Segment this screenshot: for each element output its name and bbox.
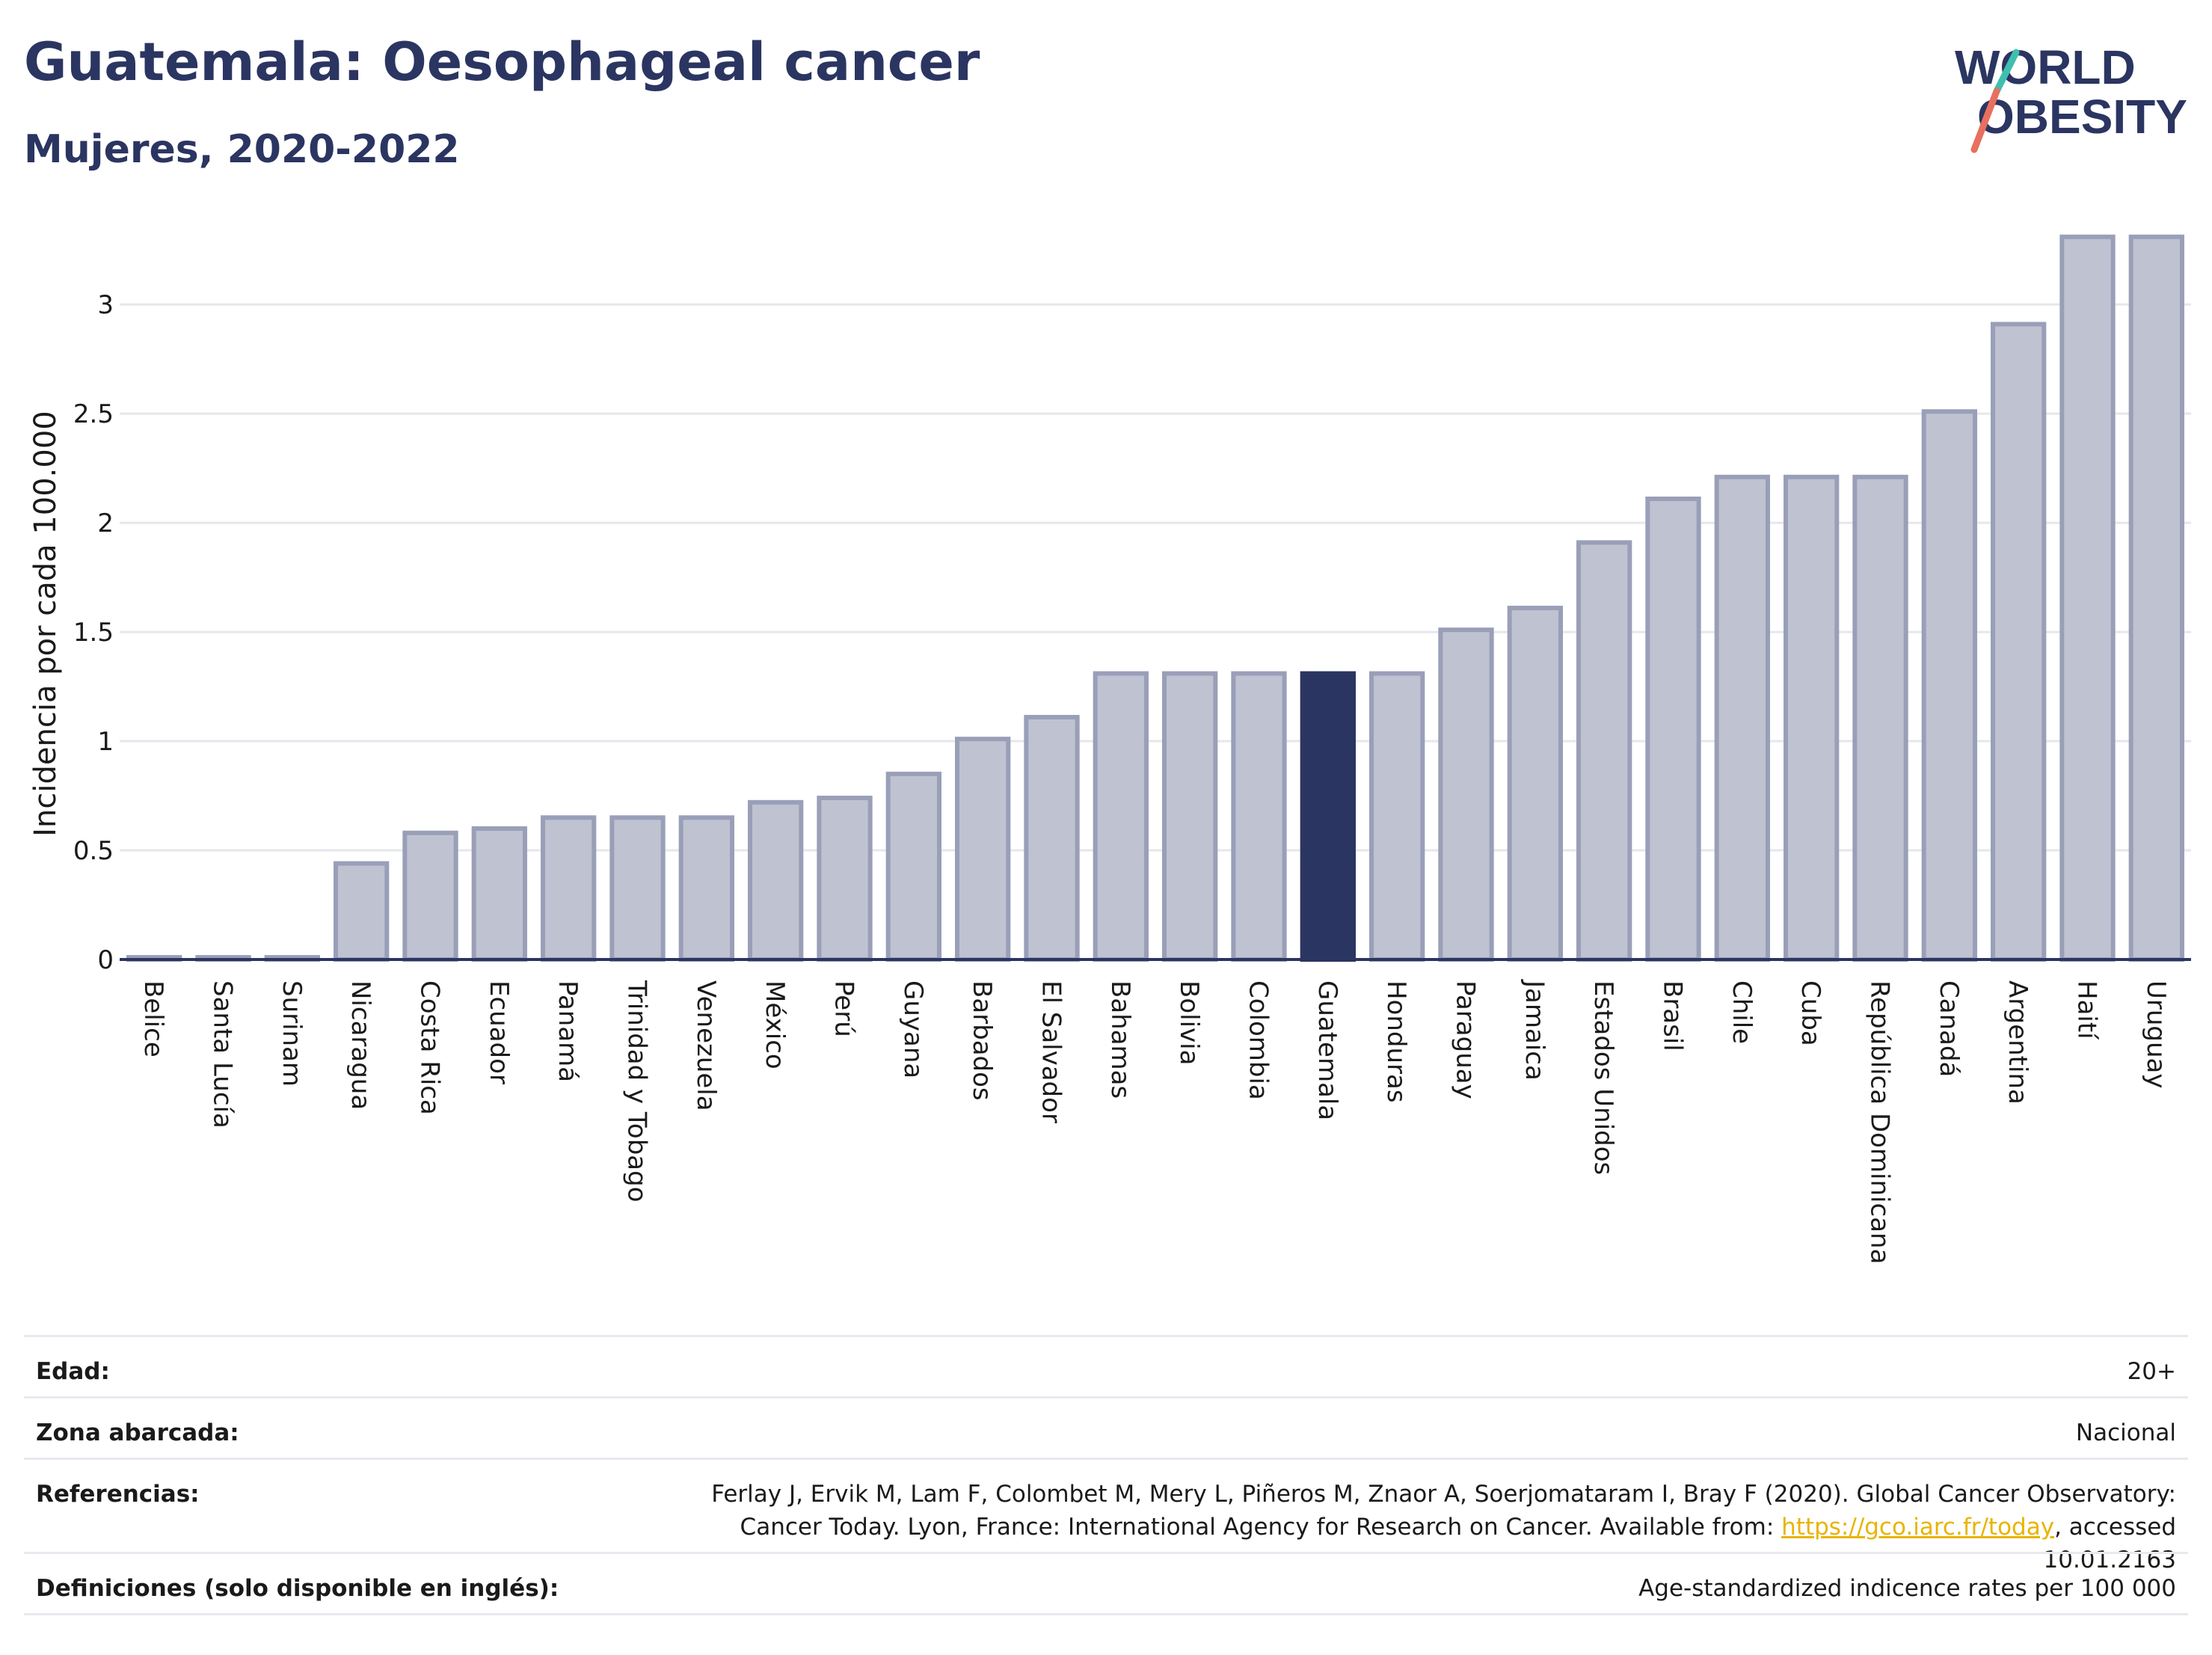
x-tick-label: Jamaica bbox=[1520, 979, 1549, 1081]
bar-guatemala bbox=[1300, 671, 1356, 962]
x-tick-label: Bolivia bbox=[1174, 980, 1204, 1065]
chart-subtitle: Mujeres, 2020-2022 bbox=[24, 127, 460, 172]
x-tick-label: Costa Rica bbox=[415, 980, 445, 1115]
x-tick-label: Canadá bbox=[1934, 980, 1964, 1077]
x-tick-label: Bahamas bbox=[1105, 980, 1135, 1099]
x-tick-label: Uruguay bbox=[2141, 980, 2171, 1089]
x-tick-label: Panamá bbox=[553, 980, 583, 1082]
x-tick-label: Nicaragua bbox=[345, 980, 375, 1110]
definiciones-value: Age-standardized indicence rates per 100… bbox=[1638, 1575, 2176, 1602]
x-tick-label: Ecuador bbox=[484, 980, 514, 1084]
referencias-text: Ferlay J, Ervik M, Lam F, Colombet M, Me… bbox=[711, 1481, 2176, 1541]
referencias-label: Referencias: bbox=[36, 1481, 200, 1508]
gridlines bbox=[120, 303, 2191, 852]
y-tick-label: 1.5 bbox=[73, 618, 114, 648]
zona-label: Zona abarcada: bbox=[36, 1419, 239, 1446]
edad-value: 20+ bbox=[2127, 1358, 2176, 1385]
bar-guyana bbox=[885, 771, 941, 962]
x-tick-label: Estados Unidos bbox=[1588, 980, 1618, 1175]
bar-bahamas bbox=[1093, 671, 1149, 962]
x-tick-label: Belice bbox=[138, 980, 168, 1057]
y-tick-label: 2.5 bbox=[73, 399, 114, 429]
referencias-accessed: , accessed 10.01.2163 bbox=[2043, 1514, 2177, 1573]
bar-argentina bbox=[1991, 322, 2047, 962]
y-tick-label: 0 bbox=[97, 945, 114, 975]
meta-row-definiciones: Definiciones (solo disponible en inglés)… bbox=[24, 1552, 2188, 1615]
bar-panamá bbox=[541, 815, 597, 962]
zona-value: Nacional bbox=[2075, 1419, 2176, 1446]
meta-row-zona: Zona abarcada: Nacional bbox=[24, 1396, 2188, 1460]
bar-colombia bbox=[1231, 671, 1287, 962]
bar-república-dominicana bbox=[1852, 474, 1908, 962]
bar-honduras bbox=[1369, 671, 1425, 962]
x-tick-label: Guyana bbox=[898, 980, 928, 1078]
x-tick-label: Argentina bbox=[2003, 980, 2033, 1105]
referencias-link[interactable]: https://gco.iarc.fr/today bbox=[1781, 1514, 2055, 1541]
x-tick-label: Colombia bbox=[1244, 980, 1274, 1100]
world-obesity-logo: WORLD OBESITY bbox=[1955, 40, 2187, 153]
x-tick-label: Venezuela bbox=[691, 980, 721, 1111]
x-tick-label: Barbados bbox=[967, 980, 997, 1101]
svg-text:WORLD: WORLD bbox=[1955, 40, 2136, 94]
svg-text:OBESITY: OBESITY bbox=[1977, 90, 2187, 144]
bar-bolivia bbox=[1162, 671, 1218, 962]
bar-jamaica bbox=[1507, 605, 1563, 962]
y-axis-label: Incidencia por cada 100.000 bbox=[28, 411, 63, 837]
bar-estados-unidos bbox=[1576, 540, 1632, 962]
bar-haití bbox=[2059, 234, 2116, 962]
x-tick-label: Guatemala bbox=[1312, 980, 1342, 1120]
bar-el-salvador bbox=[1024, 714, 1080, 962]
edad-label: Edad: bbox=[36, 1358, 110, 1385]
x-tick-label: Cuba bbox=[1795, 980, 1825, 1046]
meta-bottom-border bbox=[24, 1613, 2188, 1615]
bar-costa-rica bbox=[402, 830, 458, 962]
x-tick-label: Haití bbox=[2072, 980, 2102, 1040]
definiciones-label: Definiciones (solo disponible en inglés)… bbox=[36, 1575, 559, 1602]
bar-paraguay bbox=[1438, 627, 1494, 962]
bar-chile bbox=[1714, 474, 1770, 962]
x-tick-label: El Salvador bbox=[1036, 980, 1066, 1123]
bar-cuba bbox=[1784, 474, 1840, 962]
y-axis-ticks: 0 0.5 1 1.5 2 2.5 3 bbox=[73, 290, 114, 975]
bar-canadá bbox=[1921, 409, 1977, 962]
bar-perú bbox=[817, 795, 873, 962]
bars bbox=[126, 234, 2184, 962]
x-tick-label: Paraguay bbox=[1451, 980, 1481, 1099]
bar-barbados bbox=[955, 737, 1011, 962]
bar-uruguay bbox=[2128, 234, 2184, 962]
referencias-value: Ferlay J, Ervik M, Lam F, Colombet M, Me… bbox=[643, 1478, 2176, 1576]
bar-trinidad-y-tobago bbox=[609, 815, 666, 962]
bar-venezuela bbox=[678, 815, 734, 962]
meta-row-referencias: Referencias: Ferlay J, Ervik M, Lam F, C… bbox=[24, 1458, 2188, 1573]
bar-ecuador bbox=[471, 826, 527, 962]
y-tick-label: 2 bbox=[97, 509, 114, 538]
bar-méxico bbox=[748, 799, 804, 962]
x-tick-label: Honduras bbox=[1381, 980, 1411, 1103]
x-tick-label: Santa Lucía bbox=[208, 980, 238, 1129]
bar-chart: 0 0.5 1 1.5 2 2.5 3 Belice Santa Lucía Surinam Ni… bbox=[28, 234, 2191, 1264]
x-tick-label: México bbox=[760, 980, 790, 1069]
y-tick-label: 0.5 bbox=[73, 836, 114, 866]
bar-brasil bbox=[1645, 497, 1701, 962]
chart-title: Guatemala: Oesophageal cancer bbox=[24, 31, 980, 93]
bar-nicaragua bbox=[334, 861, 390, 962]
x-axis-ticks: Belice Santa Lucía Surinam Nicaragua Costa R… bbox=[138, 979, 2171, 1264]
meta-row-edad: Edad: 20+ bbox=[24, 1335, 2188, 1398]
x-tick-label: República Dominicana bbox=[1865, 980, 1895, 1264]
x-tick-label: Perú bbox=[829, 980, 859, 1037]
x-tick-label: Surinam bbox=[277, 980, 307, 1087]
x-tick-label: Chile bbox=[1727, 980, 1757, 1044]
y-tick-label: 3 bbox=[97, 290, 114, 320]
y-tick-label: 1 bbox=[97, 727, 114, 757]
x-tick-label: Brasil bbox=[1658, 980, 1688, 1051]
x-tick-label: Trinidad y Tobago bbox=[622, 980, 652, 1203]
